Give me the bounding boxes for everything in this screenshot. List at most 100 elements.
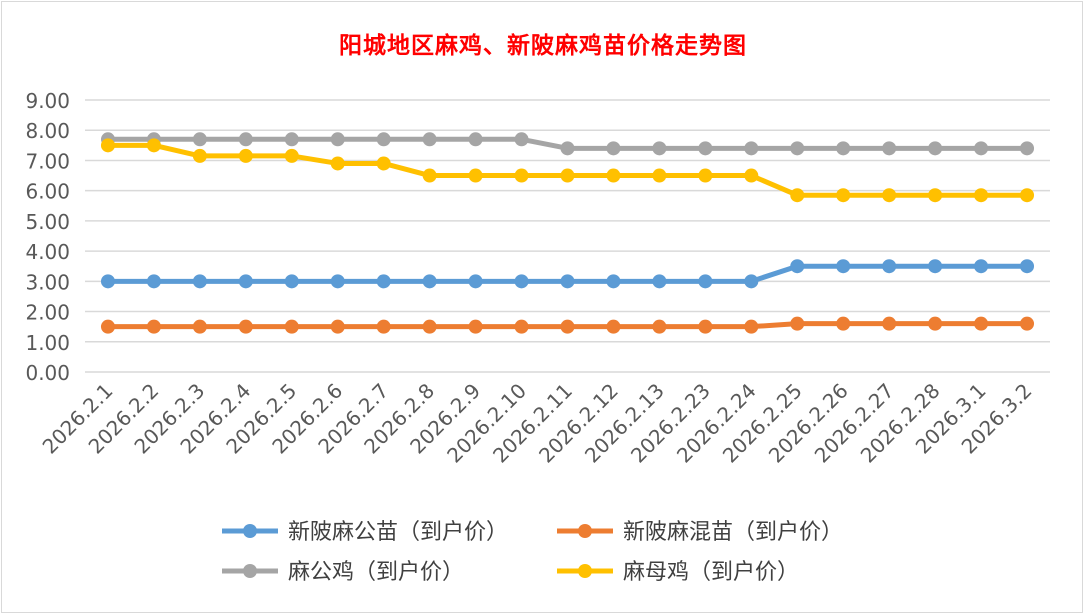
data-point <box>974 316 989 331</box>
data-point <box>606 274 621 289</box>
data-point <box>882 141 897 156</box>
data-point <box>284 148 299 163</box>
y-tick-label: 6.00 <box>25 180 70 204</box>
data-point <box>560 319 575 334</box>
data-point <box>468 319 483 334</box>
data-point <box>974 141 989 156</box>
data-point <box>606 319 621 334</box>
data-point <box>376 156 391 171</box>
data-point <box>192 148 207 163</box>
data-point <box>836 259 851 274</box>
data-point <box>330 156 345 171</box>
data-point <box>422 319 437 334</box>
data-point <box>238 148 253 163</box>
data-point <box>698 141 713 156</box>
data-point <box>1020 141 1035 156</box>
data-point <box>882 188 897 203</box>
data-point <box>652 319 667 334</box>
legend-item-2: 新陂麻混苗（到户价） <box>557 520 843 545</box>
legend-label: 新陂麻混苗（到户价） <box>623 520 843 545</box>
y-axis-ticks: 0.00 1.00 2.00 3.00 4.00 5.00 6.00 7.00 8.00 9.00 <box>25 89 70 385</box>
data-point <box>790 188 805 203</box>
data-point <box>560 141 575 156</box>
data-point <box>882 259 897 274</box>
data-point <box>974 259 989 274</box>
data-point <box>422 168 437 183</box>
data-point <box>744 274 759 289</box>
legend-label: 新陂麻公苗（到户价） <box>288 520 508 545</box>
data-point <box>192 319 207 334</box>
y-tick-label: 9.00 <box>25 89 70 113</box>
data-point <box>652 168 667 183</box>
data-point <box>744 319 759 334</box>
legend-item-1: 新陂麻公苗（到户价） <box>222 520 508 545</box>
data-point <box>1020 259 1035 274</box>
y-tick-label: 4.00 <box>25 240 70 264</box>
y-tick-label: 3.00 <box>25 270 70 294</box>
data-point <box>928 316 943 331</box>
legend: 新陂麻公苗（到户价） 新陂麻混苗（到户价） 麻公鸡（到户价） 麻母鸡（到户价） <box>222 520 843 585</box>
data-point <box>100 319 115 334</box>
data-point <box>836 141 851 156</box>
data-point <box>928 259 943 274</box>
data-point <box>192 274 207 289</box>
data-point <box>100 138 115 153</box>
chart-title: 阳城地区麻鸡、新陂麻鸡苗价格走势图 <box>339 33 747 59</box>
data-point <box>514 168 529 183</box>
y-tick-label: 0.00 <box>25 361 70 385</box>
series-1 <box>100 259 1035 289</box>
data-point <box>376 132 391 147</box>
y-tick-label: 7.00 <box>25 149 70 173</box>
data-point <box>928 141 943 156</box>
data-point <box>790 259 805 274</box>
data-point <box>698 168 713 183</box>
data-point <box>698 319 713 334</box>
data-point <box>468 132 483 147</box>
data-point <box>560 274 575 289</box>
data-point <box>514 319 529 334</box>
data-point <box>146 319 161 334</box>
data-point <box>238 274 253 289</box>
legend-marker <box>243 564 257 578</box>
data-point <box>330 274 345 289</box>
legend-marker <box>243 524 257 538</box>
legend-item-3: 麻公鸡（到户价） <box>222 560 464 585</box>
data-point <box>330 132 345 147</box>
x-axis-ticks: 2026.2.12026.2.22026.2.32026.2.42026.2.5… <box>38 379 1037 468</box>
data-point <box>514 274 529 289</box>
data-point <box>790 141 805 156</box>
data-point <box>606 141 621 156</box>
data-point <box>652 274 667 289</box>
data-point <box>192 132 207 147</box>
data-point <box>790 316 805 331</box>
legend-marker <box>578 524 592 538</box>
data-point <box>652 141 667 156</box>
data-point <box>238 132 253 147</box>
data-point <box>744 168 759 183</box>
data-point <box>376 274 391 289</box>
y-tick-label: 2.00 <box>25 301 70 325</box>
legend-item-4: 麻母鸡（到户价） <box>557 560 799 585</box>
gridlines <box>85 99 1050 373</box>
data-point <box>882 316 897 331</box>
data-point <box>836 188 851 203</box>
data-point <box>1020 188 1035 203</box>
y-tick-label: 8.00 <box>25 119 70 143</box>
legend-label: 麻母鸡（到户价） <box>623 560 799 585</box>
data-point <box>836 316 851 331</box>
data-point <box>974 188 989 203</box>
data-point <box>514 132 529 147</box>
data-point <box>468 168 483 183</box>
data-point <box>928 188 943 203</box>
data-point <box>284 132 299 147</box>
data-point <box>284 319 299 334</box>
data-point <box>698 274 713 289</box>
data-point <box>330 319 345 334</box>
series-lines <box>100 132 1035 334</box>
legend-marker <box>578 564 592 578</box>
data-point <box>238 319 253 334</box>
data-point <box>560 168 575 183</box>
data-point <box>1020 316 1035 331</box>
